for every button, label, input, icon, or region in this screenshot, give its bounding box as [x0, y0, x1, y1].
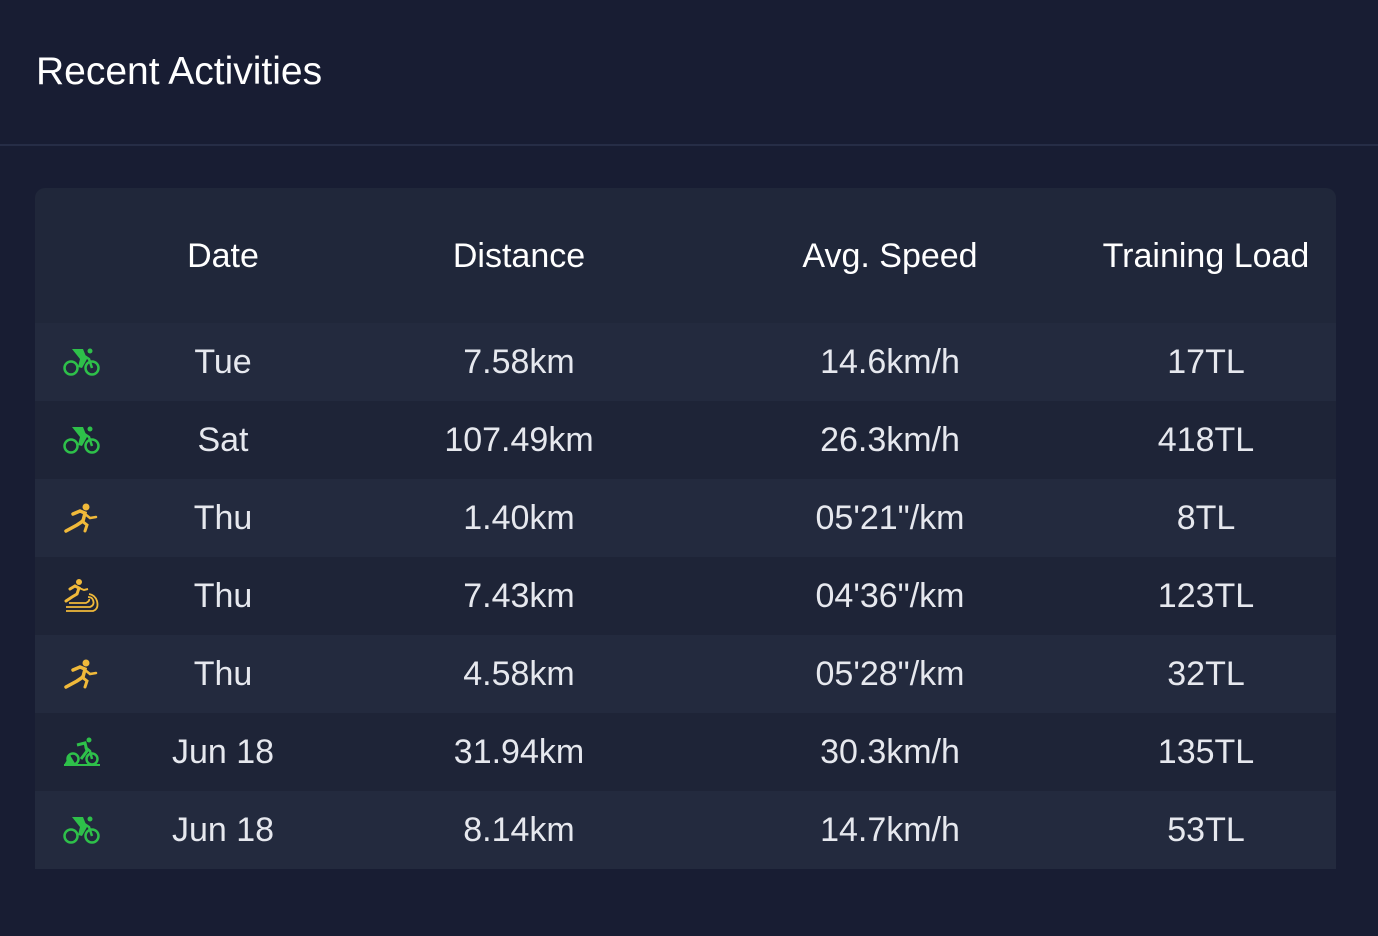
column-date[interactable]: Date [187, 236, 259, 275]
table-row[interactable]: Thu 7.43km 04'36"/km 123TL [35, 557, 1336, 635]
training-load-cell: 17TL [1167, 343, 1245, 381]
avg-speed-cell: 14.7km/h [820, 811, 960, 849]
date-cell: Jun 18 [171, 733, 275, 771]
training-load-cell: 418TL [1157, 421, 1255, 459]
avg-speed-cell: 14.6km/h [820, 343, 960, 381]
table-row[interactable]: Thu 4.58km 05'28"/km 32TL [35, 635, 1336, 713]
distance-cell: 1.40km [463, 499, 575, 537]
road-cycling-icon [57, 323, 107, 401]
avg-speed-cell: 05'28"/km [815, 655, 965, 693]
avg-speed-cell: 05'21"/km [815, 499, 965, 537]
distance-cell: 7.43km [463, 577, 575, 615]
mountain-biking-icon [57, 713, 107, 791]
training-load-cell: 53TL [1167, 811, 1245, 849]
date-cell: Tue [194, 343, 252, 381]
running-icon [57, 635, 107, 713]
table-body: Tue 7.58km 14.6km/h 17TL Sat 107.49km 26… [35, 323, 1336, 869]
date-cell: Thu [193, 577, 253, 615]
column-avg-speed[interactable]: Avg. Speed [802, 236, 978, 275]
avg-speed-cell: 26.3km/h [820, 421, 960, 459]
distance-cell: 7.58km [463, 343, 575, 381]
avg-speed-cell: 04'36"/km [815, 577, 965, 615]
avg-speed-cell: 30.3km/h [820, 733, 960, 771]
road-cycling-icon [57, 791, 107, 869]
training-load-cell: 8TL [1176, 499, 1236, 537]
table-row[interactable]: Jun 18 31.94km 30.3km/h 135TL [35, 713, 1336, 791]
training-load-cell: 123TL [1157, 577, 1255, 615]
distance-cell: 31.94km [453, 733, 585, 771]
date-cell: Thu [193, 499, 253, 537]
track-running-icon [57, 557, 107, 635]
running-icon [57, 479, 107, 557]
table-row[interactable]: Thu 1.40km 05'21"/km 8TL [35, 479, 1336, 557]
header-divider [0, 144, 1378, 146]
distance-cell: 4.58km [463, 655, 575, 693]
table-header: Date Distance Avg. Speed Training Load [35, 188, 1336, 323]
activities-table: Date Distance Avg. Speed Training Load T… [35, 188, 1336, 869]
training-load-cell: 135TL [1157, 733, 1255, 771]
column-distance[interactable]: Distance [452, 236, 586, 275]
date-cell: Jun 18 [171, 811, 275, 849]
distance-cell: 8.14km [463, 811, 575, 849]
training-load-cell: 32TL [1167, 655, 1245, 693]
date-cell: Thu [193, 655, 253, 693]
table-row[interactable]: Tue 7.58km 14.6km/h 17TL [35, 323, 1336, 401]
distance-cell: 107.49km [444, 421, 594, 459]
column-training-load[interactable]: Training Load [1102, 236, 1310, 275]
table-row[interactable]: Sat 107.49km 26.3km/h 418TL [35, 401, 1336, 479]
road-cycling-icon [57, 401, 107, 479]
page-title: Recent Activities [36, 50, 323, 93]
date-cell: Sat [197, 421, 249, 459]
table-row[interactable]: Jun 18 8.14km 14.7km/h 53TL [35, 791, 1336, 869]
